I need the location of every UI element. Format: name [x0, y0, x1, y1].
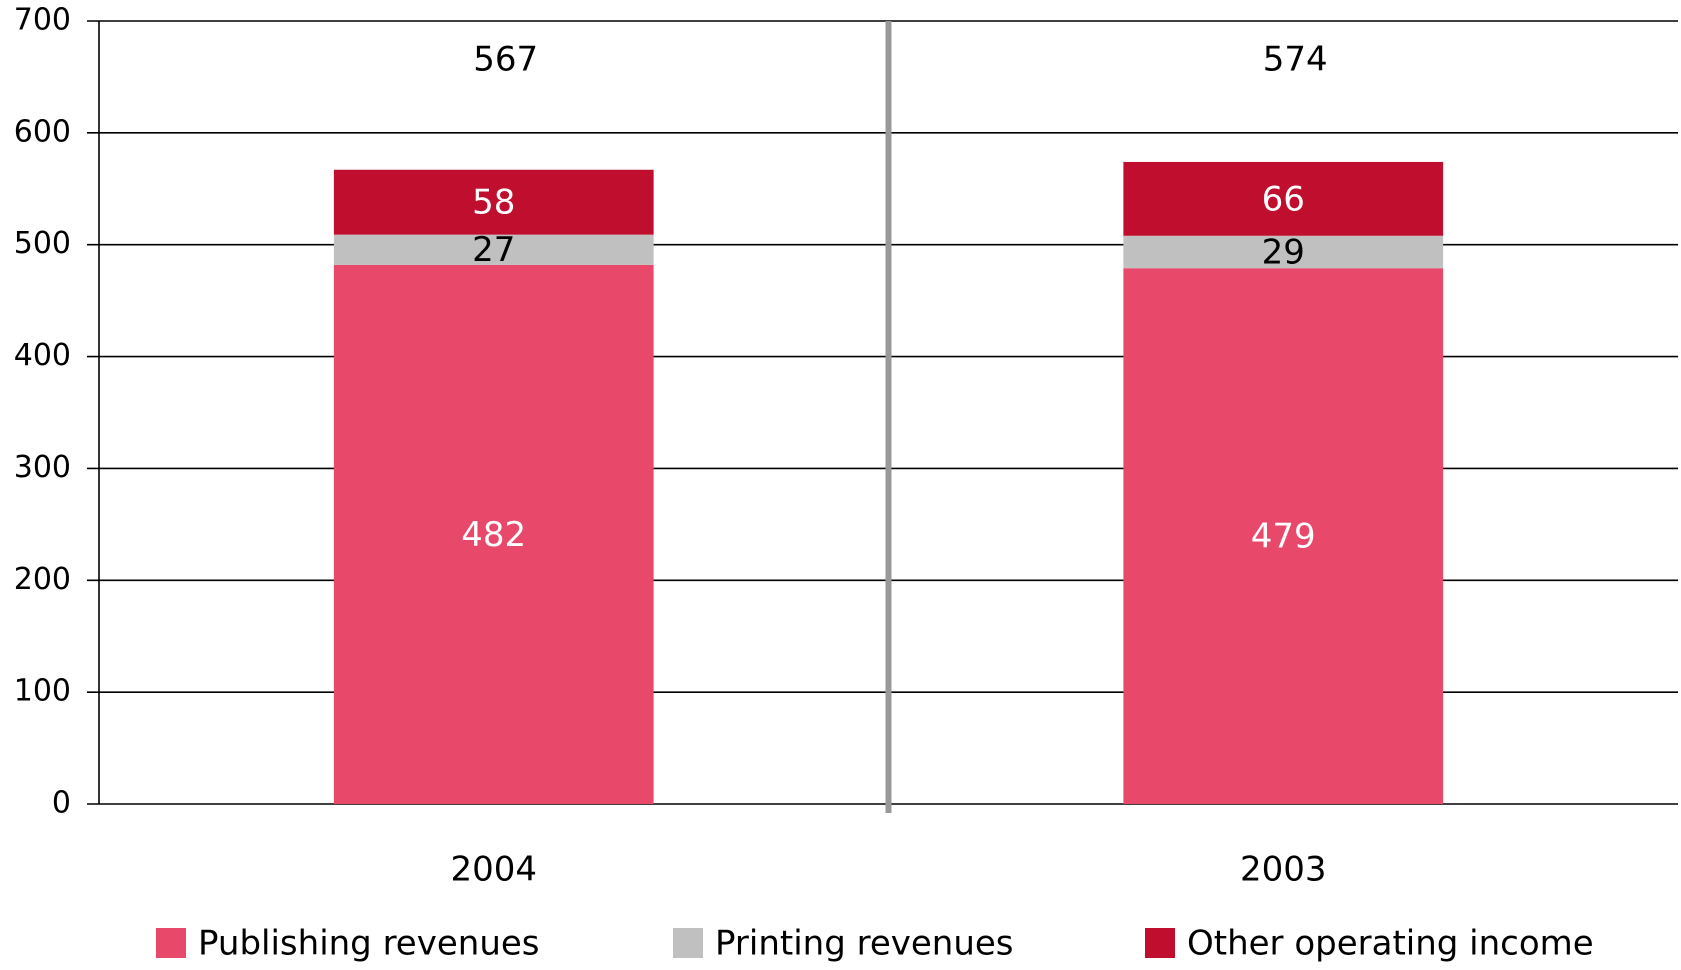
legend-label: Printing revenues	[715, 924, 1014, 964]
x-tick-label: 2004	[450, 850, 537, 890]
y-tick-label: 0	[52, 786, 71, 821]
y-tick-label: 300	[14, 450, 71, 485]
total-label: 567	[473, 40, 538, 80]
data-label: 479	[1251, 517, 1316, 557]
data-label: 27	[472, 230, 515, 270]
bar-segment	[1123, 235, 1444, 269]
bar-segment	[333, 234, 654, 265]
legend-label: Other operating income	[1187, 924, 1594, 964]
legend-label: Publishing revenues	[198, 924, 540, 964]
bar-segment	[333, 169, 654, 235]
legend-swatch	[673, 928, 703, 958]
bar-segment	[1123, 161, 1444, 236]
bar-segment	[1123, 268, 1444, 804]
y-tick-label: 100	[14, 674, 71, 709]
data-label: 58	[472, 183, 515, 223]
y-tick-label: 600	[14, 114, 71, 149]
data-label: 66	[1262, 179, 1305, 219]
y-tick-label: 200	[14, 562, 71, 597]
data-label: 482	[461, 515, 526, 555]
bar-segment	[333, 264, 654, 804]
legend-swatch	[1145, 928, 1175, 958]
x-tick-label: 2003	[1240, 850, 1327, 890]
y-tick-label: 500	[14, 226, 71, 261]
data-label: 29	[1262, 232, 1305, 272]
y-tick-label: 700	[14, 3, 71, 38]
legend-swatch	[156, 928, 186, 958]
y-tick-label: 400	[14, 338, 71, 373]
total-label: 574	[1263, 40, 1328, 80]
